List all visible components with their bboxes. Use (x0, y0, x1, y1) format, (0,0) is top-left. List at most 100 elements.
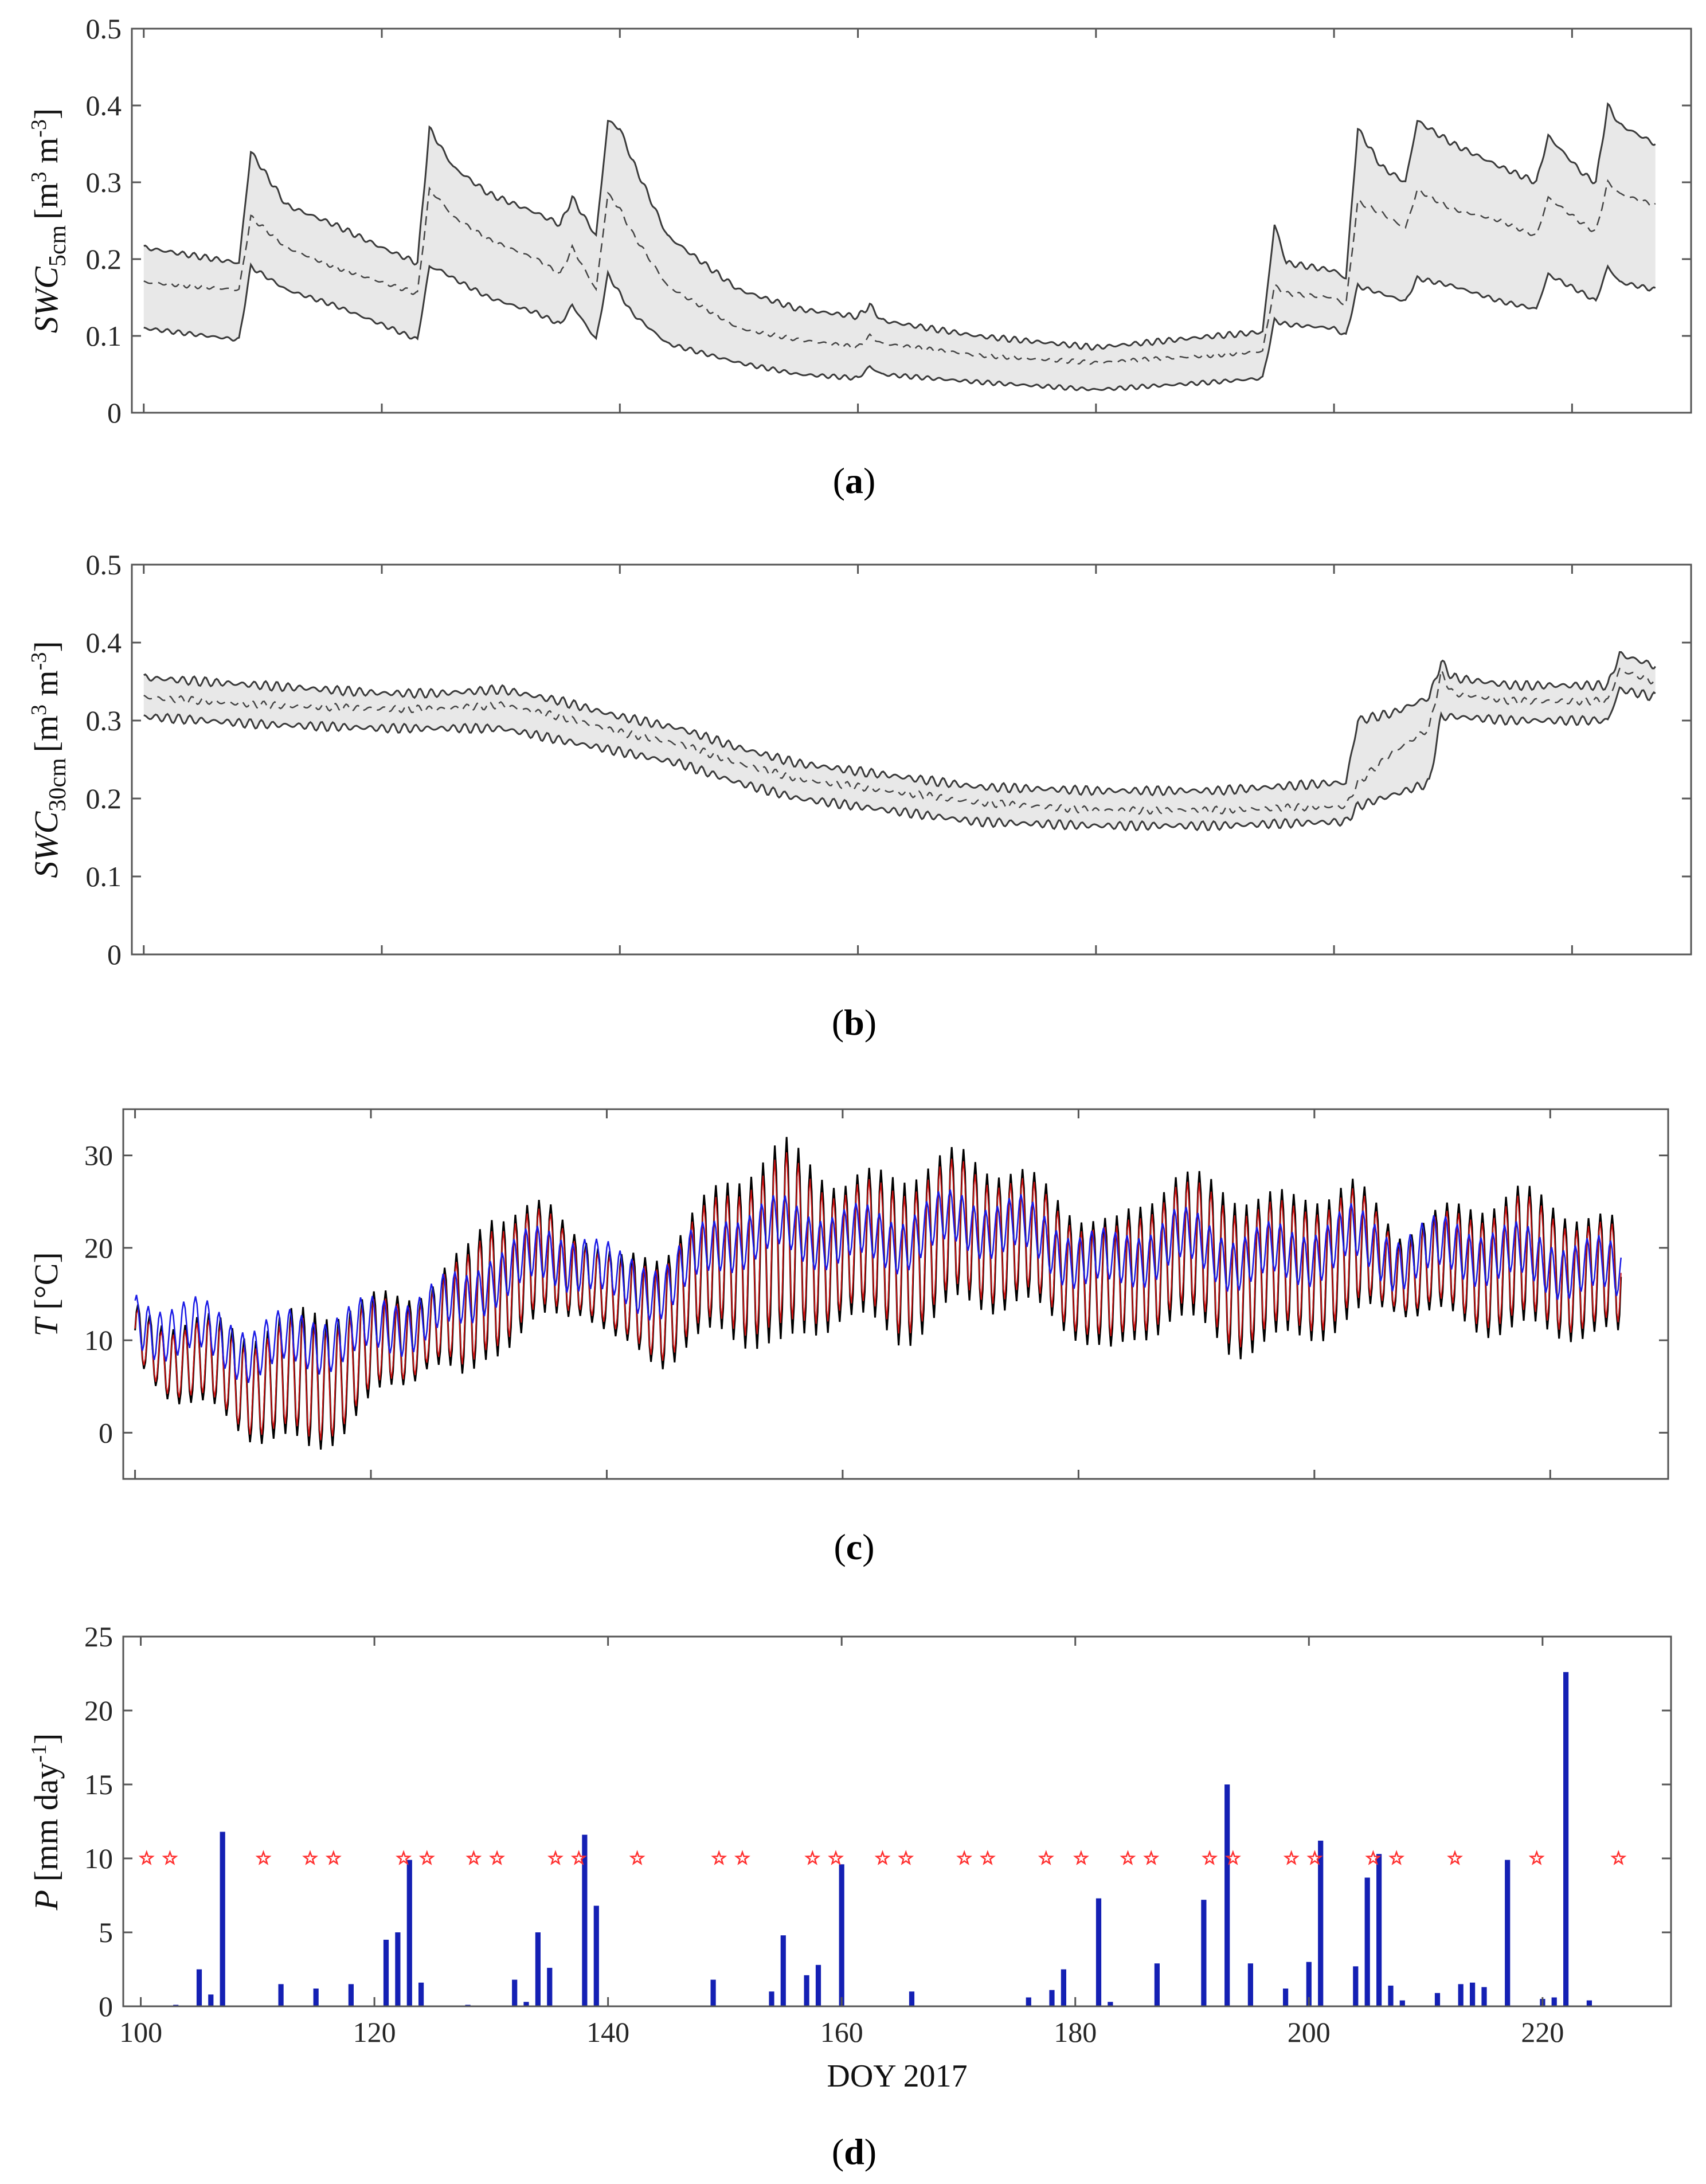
precip-bar (769, 1991, 774, 2006)
precip-bar (593, 1905, 599, 2006)
precip-bar (1154, 1963, 1160, 2006)
star-marker (804, 1850, 821, 1865)
envelope-fill (143, 652, 1656, 831)
precip-bar (1376, 1854, 1382, 2006)
panel-b-plot (143, 651, 1656, 832)
panel-d: 0 5 10 15 20 25 100 120 140 160 180 200 220 P [mm d… (27, 1621, 1672, 2172)
y-tick-label: 0 (107, 397, 122, 429)
y-tick-label: 30 (84, 1140, 113, 1172)
panel-d-ylabel: P [mm day-1] (27, 1733, 65, 1911)
star-marker (898, 1850, 914, 1865)
panel-d-caption: (d) (832, 2131, 877, 2172)
panel-c-xticks (134, 1109, 1551, 1479)
precip-bar (1458, 1984, 1464, 2006)
precip-bar (1306, 1962, 1312, 2006)
precip-bar (278, 1984, 284, 2006)
panel-d-yticks: 0 5 10 15 20 25 (84, 1621, 1671, 2022)
star-marker (396, 1850, 412, 1865)
y-tick-label: 15 (84, 1768, 113, 1801)
series-air-temp-line (134, 1137, 1622, 1450)
precip-bar (1026, 1997, 1031, 2006)
star-marker (1306, 1850, 1323, 1865)
precip-bar (1481, 1987, 1487, 2006)
star-marker (1224, 1850, 1241, 1865)
star-marker (734, 1850, 751, 1865)
y-tick-label: 20 (84, 1694, 113, 1727)
precip-bar (208, 1994, 214, 2006)
series-soil-temp-line (134, 1189, 1622, 1383)
y-tick-label: 20 (84, 1232, 113, 1264)
precip-bar (220, 1831, 225, 2006)
panel-c-ylabel: T [°C] (28, 1252, 65, 1336)
y-tick-label: 0.4 (86, 627, 122, 659)
x-tick-label: 120 (353, 2016, 396, 2048)
star-marker (1283, 1850, 1300, 1865)
y-tick-label: 0 (107, 938, 122, 970)
star-marker (629, 1850, 645, 1865)
star-marker (418, 1850, 435, 1865)
star-marker (1073, 1850, 1089, 1865)
panel-c-caption: (c) (834, 1527, 874, 1567)
precip-bar (1353, 1966, 1359, 2006)
precip-bar (395, 1932, 401, 2006)
series-red-temp-line (134, 1152, 1622, 1441)
y-tick-label: 0.5 (86, 13, 122, 45)
star-marker (1365, 1850, 1382, 1865)
star-marker (980, 1850, 996, 1865)
panel-c-plot (134, 1137, 1622, 1450)
y-tick-label: 0.2 (86, 243, 122, 275)
star-marker (138, 1850, 155, 1865)
panel-b-caption: (b) (832, 1002, 877, 1043)
precip-bar (1108, 2002, 1113, 2006)
precip-bar (1586, 2000, 1592, 2006)
series-lower-line (143, 262, 1656, 392)
star-marker (255, 1850, 272, 1865)
precip-bar (804, 1975, 809, 2006)
star-marker (1528, 1850, 1545, 1865)
y-tick-label: 0 (99, 1990, 113, 2022)
star-marker (1447, 1850, 1464, 1865)
x-tick-label: 160 (820, 2016, 863, 2048)
envelope-fill (143, 104, 1656, 390)
star-marker (874, 1850, 891, 1865)
panel-a-caption: (a) (833, 460, 876, 501)
panel-b: 0 0.1 0.2 0.3 0.4 0.5 SWC30cm[m3 m-3] (b) (27, 549, 1692, 1043)
panel-b-xticks (143, 565, 1573, 954)
star-marker (1388, 1850, 1405, 1865)
precip-bar (1563, 1672, 1569, 2006)
star-marker (162, 1850, 178, 1865)
star-marker (302, 1850, 319, 1865)
precip-bar (523, 2002, 529, 2006)
y-tick-label: 5 (99, 1916, 113, 1948)
star-marker (1202, 1850, 1218, 1865)
y-tick-label: 0.3 (86, 166, 122, 198)
precip-bar (313, 1989, 319, 2006)
precip-bar (512, 1979, 518, 2006)
series-upper-line (143, 651, 1656, 797)
star-marker (465, 1850, 482, 1865)
precip-bar (1399, 2000, 1405, 2006)
precip-bar (1318, 1841, 1324, 2006)
precip-bar (815, 1964, 821, 2006)
y-tick-label: 0.1 (86, 320, 122, 352)
precip-bar (1470, 1982, 1476, 2006)
precip-bar (406, 1860, 412, 2006)
precip-bar (1434, 1993, 1441, 2006)
panel-b-ylabel: SWC30cm[m3 m-3] (27, 641, 71, 878)
precip-bar (1095, 1898, 1102, 2006)
precip-bar (1551, 1997, 1557, 2006)
y-tick-label: 0.2 (86, 782, 122, 815)
precip-bar (780, 1935, 786, 2006)
series-mean-line (143, 179, 1656, 365)
precip-bar (1201, 1900, 1207, 2006)
y-tick-label: 0.1 (86, 860, 122, 893)
star-marker (547, 1850, 564, 1865)
x-tick-label: 200 (1288, 2016, 1331, 2048)
panel-a-yticks: 0 0.1 0.2 0.3 0.4 0.5 (86, 13, 1691, 429)
precip-bar (1388, 1985, 1394, 2006)
precip-bar (547, 1967, 553, 2006)
precip-bar (839, 1864, 844, 2006)
y-tick-label: 10 (84, 1842, 113, 1874)
precip-bar (418, 1982, 424, 2006)
